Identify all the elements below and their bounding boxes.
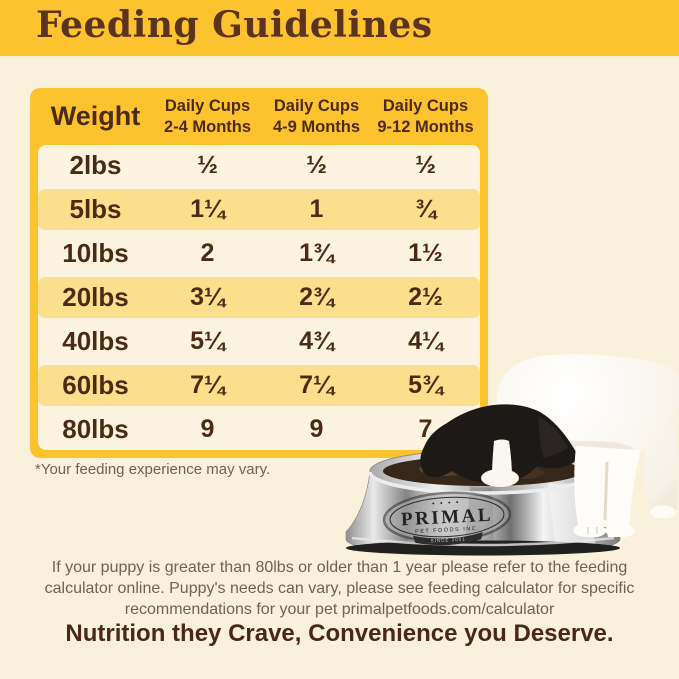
table-header-row: Weight Daily Cups 2-4 Months Daily Cups … [38, 88, 480, 145]
cups-cell: 7¼ [190, 371, 225, 399]
column-header-line: 2-4 Months [163, 117, 252, 136]
table-row-10lbs: 10lbs 2 1¾ 1½ [38, 233, 480, 274]
column-header-9-12-months: Daily Cups 9-12 Months [371, 96, 480, 136]
disclaimer-paragraph: If your puppy is greater than 80lbs or o… [44, 559, 635, 619]
title-banner: Feeding Guidelines [0, 0, 679, 56]
column-header-line: Daily Cups [382, 97, 469, 116]
bowl-logo-paws: ● ● ● ● [432, 499, 461, 505]
cups-cell: ½ [197, 151, 218, 179]
bowl-logo-since: SINCE 2001 [431, 537, 466, 544]
cups-cell: 1¾ [299, 239, 334, 267]
puppy-front-paw [578, 524, 606, 538]
puppy-hind-paw [650, 505, 676, 519]
column-header-4-9-months: Daily Cups 4-9 Months [262, 96, 371, 136]
table-row-80lbs: 80lbs 9 9 7 [38, 409, 480, 450]
cups-cell: 5¼ [190, 327, 225, 355]
cups-cell: 7 [418, 415, 433, 443]
puppy-bowl-photo: ● ● ● ● PRIMAL PET FOODS INC. SINCE 2001 [345, 354, 679, 556]
bowl-base-highlight [351, 536, 615, 547]
table-row-60lbs: 60lbs 7¼ 7¼ 5¾ [38, 365, 480, 406]
cups-cell: 4¼ [408, 327, 443, 355]
cups-cell: ¾ [415, 195, 436, 223]
weight-cell: 10lbs [62, 238, 129, 268]
table-row-40lbs: 40lbs 5¼ 4¾ 4¼ [38, 321, 480, 362]
puppy [420, 354, 679, 519]
column-header-2-4-months: Daily Cups 2-4 Months [153, 96, 262, 136]
table-body: 2lbs ½ ½ ½ 5lbs 1¼ 1 ¾ 10lbs 2 1¾ 1½ 20l… [38, 145, 480, 450]
puppy-front-legs [573, 446, 641, 538]
table-row-2lbs: 2lbs ½ ½ ½ [38, 145, 480, 186]
cups-cell: 9 [200, 415, 215, 443]
bowl-logo-sub: PET FOODS INC. [415, 526, 480, 535]
bowl-rubber-base [346, 540, 620, 556]
weight-cell: 40lbs [62, 326, 129, 356]
bowl-logo: ● ● ● ● PRIMAL PET FOODS INC. SINCE 2001 [382, 491, 512, 546]
puppy-muzzle [481, 469, 519, 487]
puppy-hind-leg [644, 417, 678, 516]
weight-cell: 60lbs [62, 370, 129, 400]
cups-cell: 4¾ [299, 327, 334, 355]
cups-cell: 2¾ [299, 283, 334, 311]
cups-cell: 1½ [408, 239, 443, 267]
cups-cell: 2½ [408, 283, 443, 311]
table-row-20lbs: 20lbs 3¼ 2¾ 2½ [38, 277, 480, 318]
cups-cell: ½ [306, 151, 327, 179]
column-header-line: 9-12 Months [377, 117, 474, 136]
tagline: Nutrition they Crave, Convenience you De… [65, 620, 614, 647]
feeding-table: Weight Daily Cups 2-4 Months Daily Cups … [30, 88, 488, 458]
cups-cell: 7¼ [299, 371, 334, 399]
column-header-weight: Weight [50, 101, 141, 131]
cups-cell: 9 [309, 415, 324, 443]
cups-cell: 2 [200, 239, 215, 267]
table-row-5lbs: 5lbs 1¼ 1 ¾ [38, 189, 480, 230]
weight-cell: 5lbs [69, 194, 122, 224]
column-header-line: Daily Cups [273, 97, 360, 116]
cups-cell: 3¼ [190, 283, 225, 311]
footnote: *Your feeding experience may vary. [35, 461, 271, 478]
column-header-line: Daily Cups [164, 97, 251, 116]
cups-cell: 1 [309, 195, 324, 223]
bowl-logo-brand: PRIMAL [401, 505, 494, 531]
cups-cell: ½ [415, 151, 436, 179]
column-header-line: 4-9 Months [272, 117, 361, 136]
puppy-ear-shading [538, 416, 568, 458]
puppy-front-paw [605, 523, 629, 537]
cups-cell: 1¼ [190, 195, 225, 223]
cups-cell: 5¾ [408, 371, 443, 399]
weight-cell: 80lbs [62, 414, 129, 444]
weight-cell: 20lbs [62, 282, 129, 312]
page-title: Feeding Guidelines [36, 4, 433, 46]
weight-cell: 2lbs [69, 150, 122, 180]
